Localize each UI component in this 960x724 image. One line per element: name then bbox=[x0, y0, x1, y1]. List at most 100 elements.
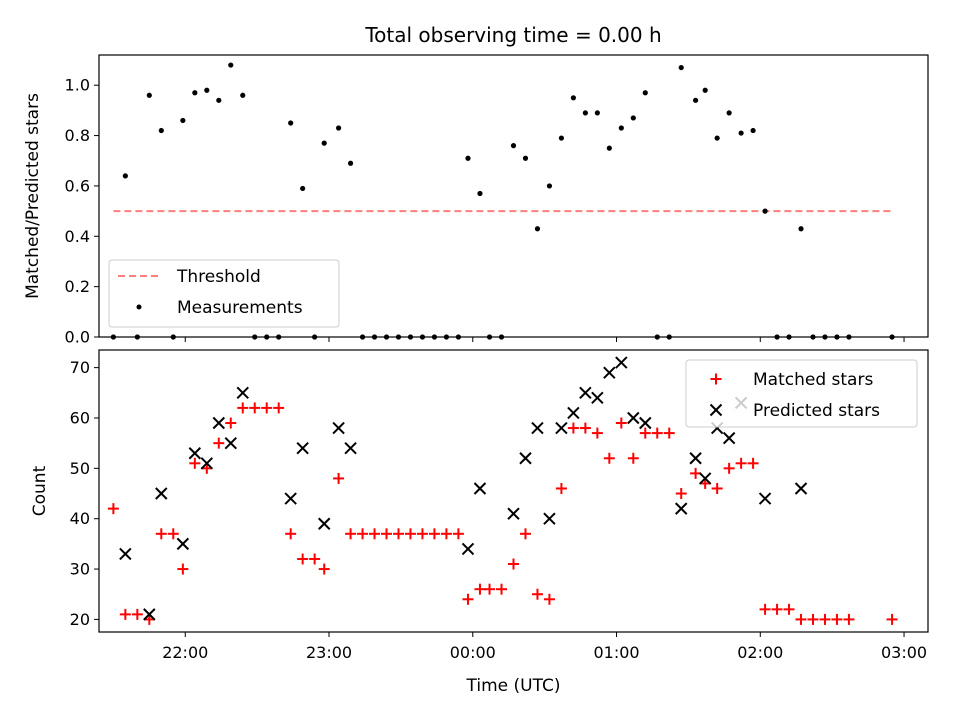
bottom-y-tick-label: 60 bbox=[70, 408, 90, 427]
predicted-star-point bbox=[722, 431, 736, 445]
matched-star-point bbox=[519, 528, 531, 540]
predicted-star-point bbox=[473, 482, 487, 495]
measurement-point bbox=[534, 226, 541, 232]
matched-star-point bbox=[651, 427, 663, 439]
measurement-point bbox=[300, 185, 306, 192]
measurement-point bbox=[228, 62, 234, 68]
predicted-star-point bbox=[188, 447, 202, 460]
bottom-plot-frame bbox=[98, 349, 929, 633]
top-y-tick-label: 0.6 bbox=[65, 176, 90, 195]
legend-measurements-label: Measurements bbox=[177, 298, 303, 318]
matched-star-point bbox=[318, 563, 330, 575]
measurement-point bbox=[321, 140, 327, 146]
predicted-star-point bbox=[318, 517, 331, 530]
matched-star-point bbox=[416, 528, 428, 540]
predicted-star-point bbox=[794, 482, 808, 495]
matched-star-point bbox=[783, 603, 795, 615]
matched-star-point bbox=[392, 528, 404, 540]
predicted-star-point bbox=[119, 547, 132, 561]
bottom-panel: Count Time (UTC) 20 30 40 50 60 70 22:00 23:00… bbox=[30, 349, 929, 696]
matched-star-point bbox=[675, 488, 687, 500]
measurement-point bbox=[192, 90, 198, 96]
measurement-point bbox=[582, 110, 588, 116]
measurement-point bbox=[546, 183, 553, 189]
top-y-axis-label: Matched/Predicted stars bbox=[23, 93, 43, 299]
matched-star-point bbox=[771, 603, 783, 615]
predicted-star-point bbox=[675, 502, 688, 515]
matched-star-point bbox=[404, 528, 416, 540]
predicted-star-point bbox=[461, 542, 475, 556]
matched-star-point bbox=[484, 583, 496, 595]
predicted-star-point bbox=[567, 406, 580, 420]
bottom-y-tick-label: 30 bbox=[70, 560, 90, 579]
predicted-star-point bbox=[543, 512, 556, 525]
measurement-point bbox=[726, 110, 732, 116]
measurement-point bbox=[146, 92, 152, 98]
measurement-point bbox=[216, 97, 222, 103]
measurement-point bbox=[510, 143, 517, 149]
measurement-point bbox=[606, 145, 612, 151]
legend-matched-swatch bbox=[710, 373, 722, 385]
matched-star-point bbox=[795, 613, 807, 625]
bottom-x-tick-label: 00:00 bbox=[450, 643, 496, 662]
predicted-star-point bbox=[176, 537, 190, 551]
predicted-star-point bbox=[591, 391, 604, 405]
measurement-point bbox=[642, 90, 648, 96]
matched-star-point bbox=[627, 452, 639, 464]
bottom-x-ticks: 22:00 23:00 00:00 01:00 02:00 03:00 bbox=[162, 632, 927, 662]
top-y-tick-label: 0.2 bbox=[65, 277, 90, 296]
bottom-y-ticks: 20 30 40 50 60 70 bbox=[70, 358, 99, 629]
bottom-x-tick-label: 02:00 bbox=[737, 643, 783, 662]
top-legend: Threshold Measurements bbox=[108, 259, 340, 328]
matched-star-point bbox=[452, 528, 464, 540]
measurement-point bbox=[798, 226, 804, 232]
matched-star-point bbox=[663, 427, 675, 439]
bottom-y-axis-label: Count bbox=[30, 465, 50, 516]
matched-star-point bbox=[345, 528, 357, 540]
matched-star-point bbox=[273, 402, 285, 414]
top-y-ticks: 0.0 0.2 0.4 0.6 0.8 1.0 bbox=[65, 76, 99, 347]
matched-star-point bbox=[496, 583, 508, 595]
matched-star-point bbox=[474, 583, 486, 595]
predicted-star-point bbox=[236, 386, 249, 400]
predicted-stars-points bbox=[119, 356, 808, 621]
bottom-x-tick-label: 01:00 bbox=[593, 643, 639, 662]
measurement-point bbox=[738, 130, 744, 136]
measurement-point bbox=[347, 160, 354, 166]
measurement-point bbox=[477, 190, 483, 197]
measurement-point bbox=[180, 117, 186, 124]
predicted-star-point bbox=[344, 441, 357, 455]
matched-star-point bbox=[819, 613, 831, 625]
chart-title: Total observing time = 0.00 h bbox=[364, 23, 661, 47]
matched-star-point bbox=[831, 613, 843, 625]
matched-star-point bbox=[167, 528, 179, 540]
measurement-point bbox=[594, 110, 600, 116]
legend-predicted-swatch bbox=[709, 403, 723, 417]
predicted-star-point bbox=[627, 411, 640, 425]
measurement-point bbox=[692, 97, 699, 103]
measurement-point bbox=[762, 208, 768, 214]
matched-star-point bbox=[189, 457, 201, 469]
predicted-star-point bbox=[212, 416, 226, 430]
matched-star-point bbox=[843, 613, 855, 625]
measurement-point bbox=[204, 87, 210, 93]
predicted-star-point bbox=[519, 452, 532, 465]
matched-star-point bbox=[237, 402, 249, 414]
matched-star-point bbox=[555, 482, 567, 494]
predicted-star-point bbox=[689, 452, 702, 465]
matched-star-point bbox=[119, 608, 131, 620]
legend-predicted-label: Predicted stars bbox=[753, 401, 880, 421]
predicted-star-point bbox=[200, 457, 214, 470]
predicted-star-point bbox=[224, 436, 237, 450]
measurement-point bbox=[702, 87, 708, 93]
matched-star-point bbox=[603, 452, 615, 464]
top-y-tick-label: 1.0 bbox=[65, 76, 90, 95]
matched-star-point bbox=[357, 528, 369, 540]
measurement-point bbox=[714, 135, 720, 141]
measurement-point bbox=[335, 125, 342, 131]
legend-matched-marker bbox=[710, 373, 722, 385]
top-panel: Total observing time = 0.00 h Matched/Pr… bbox=[23, 23, 929, 347]
matched-star-point bbox=[428, 528, 440, 540]
matched-star-point bbox=[711, 482, 723, 494]
matched-star-point bbox=[213, 437, 225, 449]
